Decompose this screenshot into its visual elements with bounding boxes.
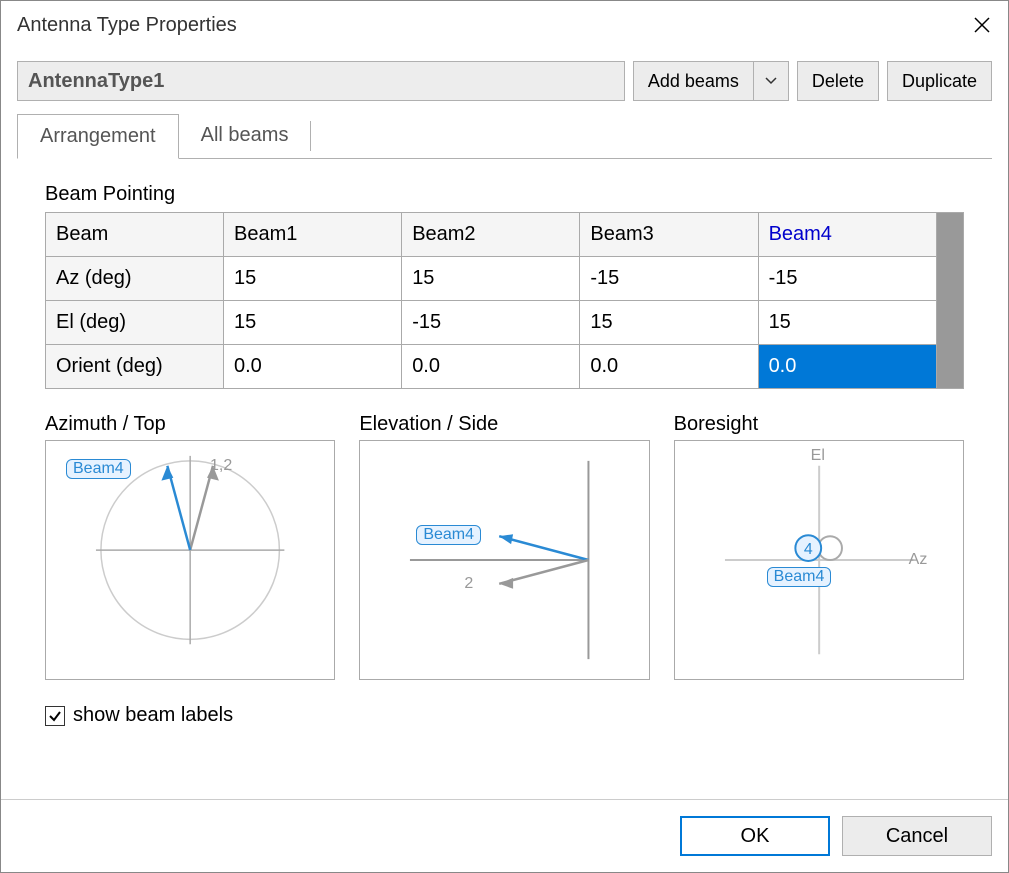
antenna-properties-dialog: Antenna Type Properties Add beams Delete… (0, 0, 1009, 873)
close-button[interactable] (966, 9, 998, 41)
add-beams-dropdown[interactable] (754, 62, 788, 100)
table-cell[interactable]: 0.0 (580, 345, 758, 389)
table-cell[interactable]: -15 (758, 257, 936, 301)
tab-bar: Arrangement All beams (17, 113, 992, 159)
table-row: Az (deg) 15 15 -15 -15 (46, 257, 937, 301)
tab-arrangement[interactable]: Arrangement (17, 114, 179, 159)
table-cell[interactable]: -15 (580, 257, 758, 301)
table-cell[interactable]: 15 (580, 301, 758, 345)
elevation-diagram: Elevation / Side Beam4 (359, 413, 649, 680)
beam-label-12: 1,2 (210, 457, 232, 475)
dialog-title: Antenna Type Properties (17, 14, 237, 37)
beam-column-header[interactable]: Beam3 (580, 213, 758, 257)
dialog-footer: OK Cancel (1, 799, 1008, 872)
check-icon (48, 709, 62, 723)
beam-label-2-elev: 2 (464, 575, 473, 593)
show-labels-checkbox[interactable]: show beam labels (45, 704, 964, 727)
chevron-down-icon (765, 77, 777, 85)
svg-text:4: 4 (803, 541, 812, 558)
close-icon (973, 16, 991, 34)
elevation-canvas: Beam4 2 (359, 440, 649, 680)
row-header: El (deg) (46, 301, 224, 345)
beam-label-beam4: Beam4 (66, 459, 131, 479)
elevation-title: Elevation / Side (359, 413, 649, 436)
boresight-canvas: 4 El Az Beam4 (674, 440, 964, 680)
show-labels-text: show beam labels (73, 704, 233, 727)
checkbox-box (45, 706, 65, 726)
table-scroll-stub[interactable] (937, 212, 964, 389)
dialog-body: Add beams Delete Duplicate Arrangement A… (1, 49, 1008, 799)
add-beams-button[interactable]: Add beams (633, 61, 789, 101)
el-axis-label: El (811, 447, 825, 465)
table-row: El (deg) 15 -15 15 15 (46, 301, 937, 345)
tab-content-arrangement: Beam Pointing Beam Beam1 Beam2 Beam3 Bea… (17, 159, 992, 799)
table-cell[interactable]: 0.0 (224, 345, 402, 389)
table-cell[interactable]: 15 (402, 257, 580, 301)
table-cell[interactable]: -15 (402, 301, 580, 345)
azimuth-title: Azimuth / Top (45, 413, 335, 436)
table-row: Beam Beam1 Beam2 Beam3 Beam4 (46, 213, 937, 257)
beam-table-wrap: Beam Beam1 Beam2 Beam3 Beam4 Az (deg) 15… (45, 212, 964, 389)
tab-all-beams[interactable]: All beams (179, 114, 311, 159)
beam-pointing-table: Beam Beam1 Beam2 Beam3 Beam4 Az (deg) 15… (45, 212, 937, 389)
beam-column-header[interactable]: Beam2 (402, 213, 580, 257)
table-cell[interactable]: 15 (224, 257, 402, 301)
table-cell[interactable]: 15 (758, 301, 936, 345)
azimuth-canvas: Beam4 1,2 (45, 440, 335, 680)
boresight-diagram: Boresight 4 El Az Beam4 (674, 413, 964, 680)
table-cell[interactable]: 0.0 (402, 345, 580, 389)
delete-button[interactable]: Delete (797, 61, 879, 101)
row-header: Orient (deg) (46, 345, 224, 389)
table-row: Orient (deg) 0.0 0.0 0.0 0.0 (46, 345, 937, 389)
row-header: Az (deg) (46, 257, 224, 301)
azimuth-diagram: Azimuth / Top Be (45, 413, 335, 680)
beam-label-beam4-bore: Beam4 (767, 567, 832, 587)
beam-column-header-selected[interactable]: Beam4 (758, 213, 936, 257)
diagrams-row: Azimuth / Top Be (45, 413, 964, 680)
boresight-title: Boresight (674, 413, 964, 436)
az-axis-label: Az (909, 551, 928, 569)
table-cell[interactable]: 15 (224, 301, 402, 345)
titlebar: Antenna Type Properties (1, 1, 1008, 49)
add-beams-label: Add beams (634, 62, 754, 100)
duplicate-button[interactable]: Duplicate (887, 61, 992, 101)
beam-pointing-title: Beam Pointing (45, 183, 964, 206)
elevation-svg (360, 441, 648, 679)
ok-button[interactable]: OK (680, 816, 830, 856)
antenna-name-input[interactable] (17, 61, 625, 101)
name-row: Add beams Delete Duplicate (17, 61, 992, 101)
beam-label-beam4-elev: Beam4 (416, 525, 481, 545)
table-header: Beam (46, 213, 224, 257)
tab-separator (310, 121, 311, 151)
table-cell-selected[interactable]: 0.0 (758, 345, 936, 389)
cancel-button[interactable]: Cancel (842, 816, 992, 856)
beam-column-header[interactable]: Beam1 (224, 213, 402, 257)
